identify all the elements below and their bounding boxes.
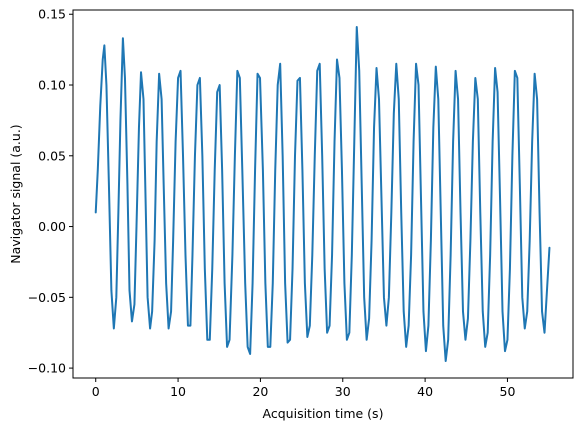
y-axis: −0.10 −0.05 0.00 0.05 0.10 0.15 — [28, 7, 73, 376]
y-tick-label: 0.10 — [38, 78, 66, 93]
x-tick-label: 10 — [170, 384, 186, 399]
plot-area — [94, 25, 551, 363]
y-axis-label: Navigator signal (a.u.) — [8, 124, 23, 263]
y-tick-label: 0.15 — [38, 7, 66, 22]
x-tick-label: 50 — [500, 384, 516, 399]
x-axis-label: Acquisition time (s) — [263, 406, 384, 421]
y-tick-label: 0.05 — [38, 148, 66, 163]
y-tick-label: 0.00 — [38, 219, 66, 234]
y-tick-label: −0.10 — [28, 361, 66, 376]
y-tick-label: −0.05 — [28, 290, 66, 305]
x-tick-label: 30 — [335, 384, 351, 399]
x-tick-label: 0 — [92, 384, 100, 399]
x-tick-label: 20 — [252, 384, 268, 399]
x-tick-label: 40 — [417, 384, 433, 399]
series-line-0 — [94, 25, 551, 363]
x-axis: 0 10 20 30 40 50 — [92, 378, 516, 399]
axes-frame — [72, 9, 574, 379]
